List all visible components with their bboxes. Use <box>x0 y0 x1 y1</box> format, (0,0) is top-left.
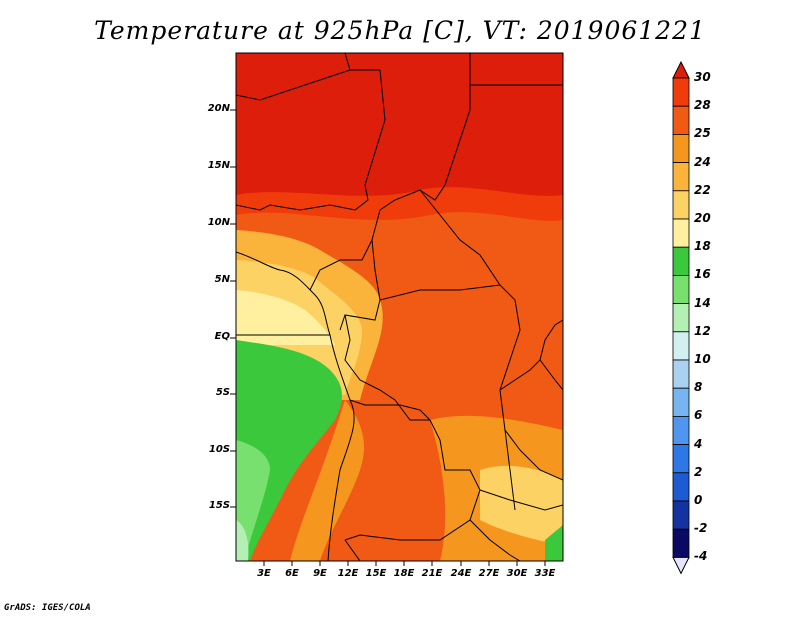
colorbar-label: 12 <box>694 323 711 338</box>
lon-tick-label: 12E <box>337 568 359 579</box>
colorbar-segment <box>672 472 690 502</box>
lon-tick-label: 15E <box>365 568 387 579</box>
lat-tick-label: 15N <box>207 160 230 171</box>
colorbar-label: 0 <box>694 493 703 507</box>
lon-tick-label: 3E <box>257 568 271 579</box>
lon-tick-label: 21E <box>421 568 443 579</box>
colorbar-label: 10 <box>694 352 711 366</box>
colorbar-segment <box>672 303 690 333</box>
colorbar-label: 16 <box>694 267 711 282</box>
lon-tick-label: 18E <box>393 568 415 579</box>
colorbar-segment <box>672 162 690 192</box>
lat-tick-label: 5N <box>214 274 230 285</box>
temperature-field <box>236 53 563 561</box>
colorbar-top-arrow <box>672 60 690 79</box>
lon-tick-label: 6E <box>285 568 299 579</box>
colorbar-segment <box>672 444 690 474</box>
colorbar-label: -2 <box>694 521 708 536</box>
lat-tick-label: 5S <box>215 387 230 398</box>
colorbar-label: 22 <box>694 182 711 197</box>
colorbar-label: 30 <box>694 70 711 84</box>
lon-tick-label: 30E <box>506 568 528 579</box>
colorbar-segment <box>672 331 690 361</box>
colorbar-segment <box>672 190 690 220</box>
lat-tick-label: 15S <box>208 500 230 511</box>
colorbar-segment <box>672 387 690 417</box>
colorbar-label: 18 <box>694 239 711 254</box>
colorbar-segment <box>672 500 690 530</box>
lat-tick-label: 20N <box>207 103 230 114</box>
colorbar-label: 4 <box>694 436 703 451</box>
colorbar-segment <box>672 246 690 276</box>
colorbar-label: 14 <box>694 295 711 310</box>
colorbar-label: -4 <box>694 549 708 564</box>
colorbar-segment <box>672 274 690 304</box>
colorbar-label: 24 <box>694 154 711 169</box>
colorbar-segment <box>672 105 690 135</box>
lat-tick-label: EQ <box>214 331 230 342</box>
axis-ticks <box>230 109 546 566</box>
colorbar-label: 28 <box>694 98 711 113</box>
southeast-mild-region <box>480 465 563 545</box>
colorbar-segment <box>672 133 690 163</box>
lat-tick-label: 10N <box>207 217 230 228</box>
map-frame <box>235 52 564 562</box>
lon-tick-label: 33E <box>534 568 556 579</box>
atlantic-cool-region <box>236 340 342 561</box>
colorbar-label: 8 <box>694 380 703 395</box>
page-title: Temperature at 925hPa [C], VT: 201906122… <box>94 16 706 45</box>
lon-tick-label: 27E <box>478 568 500 579</box>
colorbar-label: 25 <box>694 126 711 141</box>
angola-coast-region <box>290 400 365 561</box>
colorbar-segment <box>672 415 690 445</box>
colorbar-segment <box>672 218 690 248</box>
southeast-green-patch <box>545 525 563 561</box>
colorbar-label: 2 <box>694 464 703 479</box>
lon-tick-label: 9E <box>313 568 327 579</box>
colorbar-segment <box>672 77 690 107</box>
colorbar-label: 20 <box>694 211 711 225</box>
credit-label: GrADS: IGES/COLA <box>4 603 91 613</box>
lat-tick-label: 10S <box>208 444 230 455</box>
atlantic-coolest-region <box>236 520 249 561</box>
colorbar-segment <box>672 359 690 389</box>
colorbar-bottom-arrow <box>672 556 690 575</box>
gulf-guinea-region <box>236 290 335 345</box>
country-borders <box>236 53 563 561</box>
colorbar-segment <box>672 528 690 558</box>
colorbar-label: 6 <box>694 408 703 423</box>
colorbar <box>672 60 690 575</box>
lon-tick-label: 24E <box>450 568 472 579</box>
